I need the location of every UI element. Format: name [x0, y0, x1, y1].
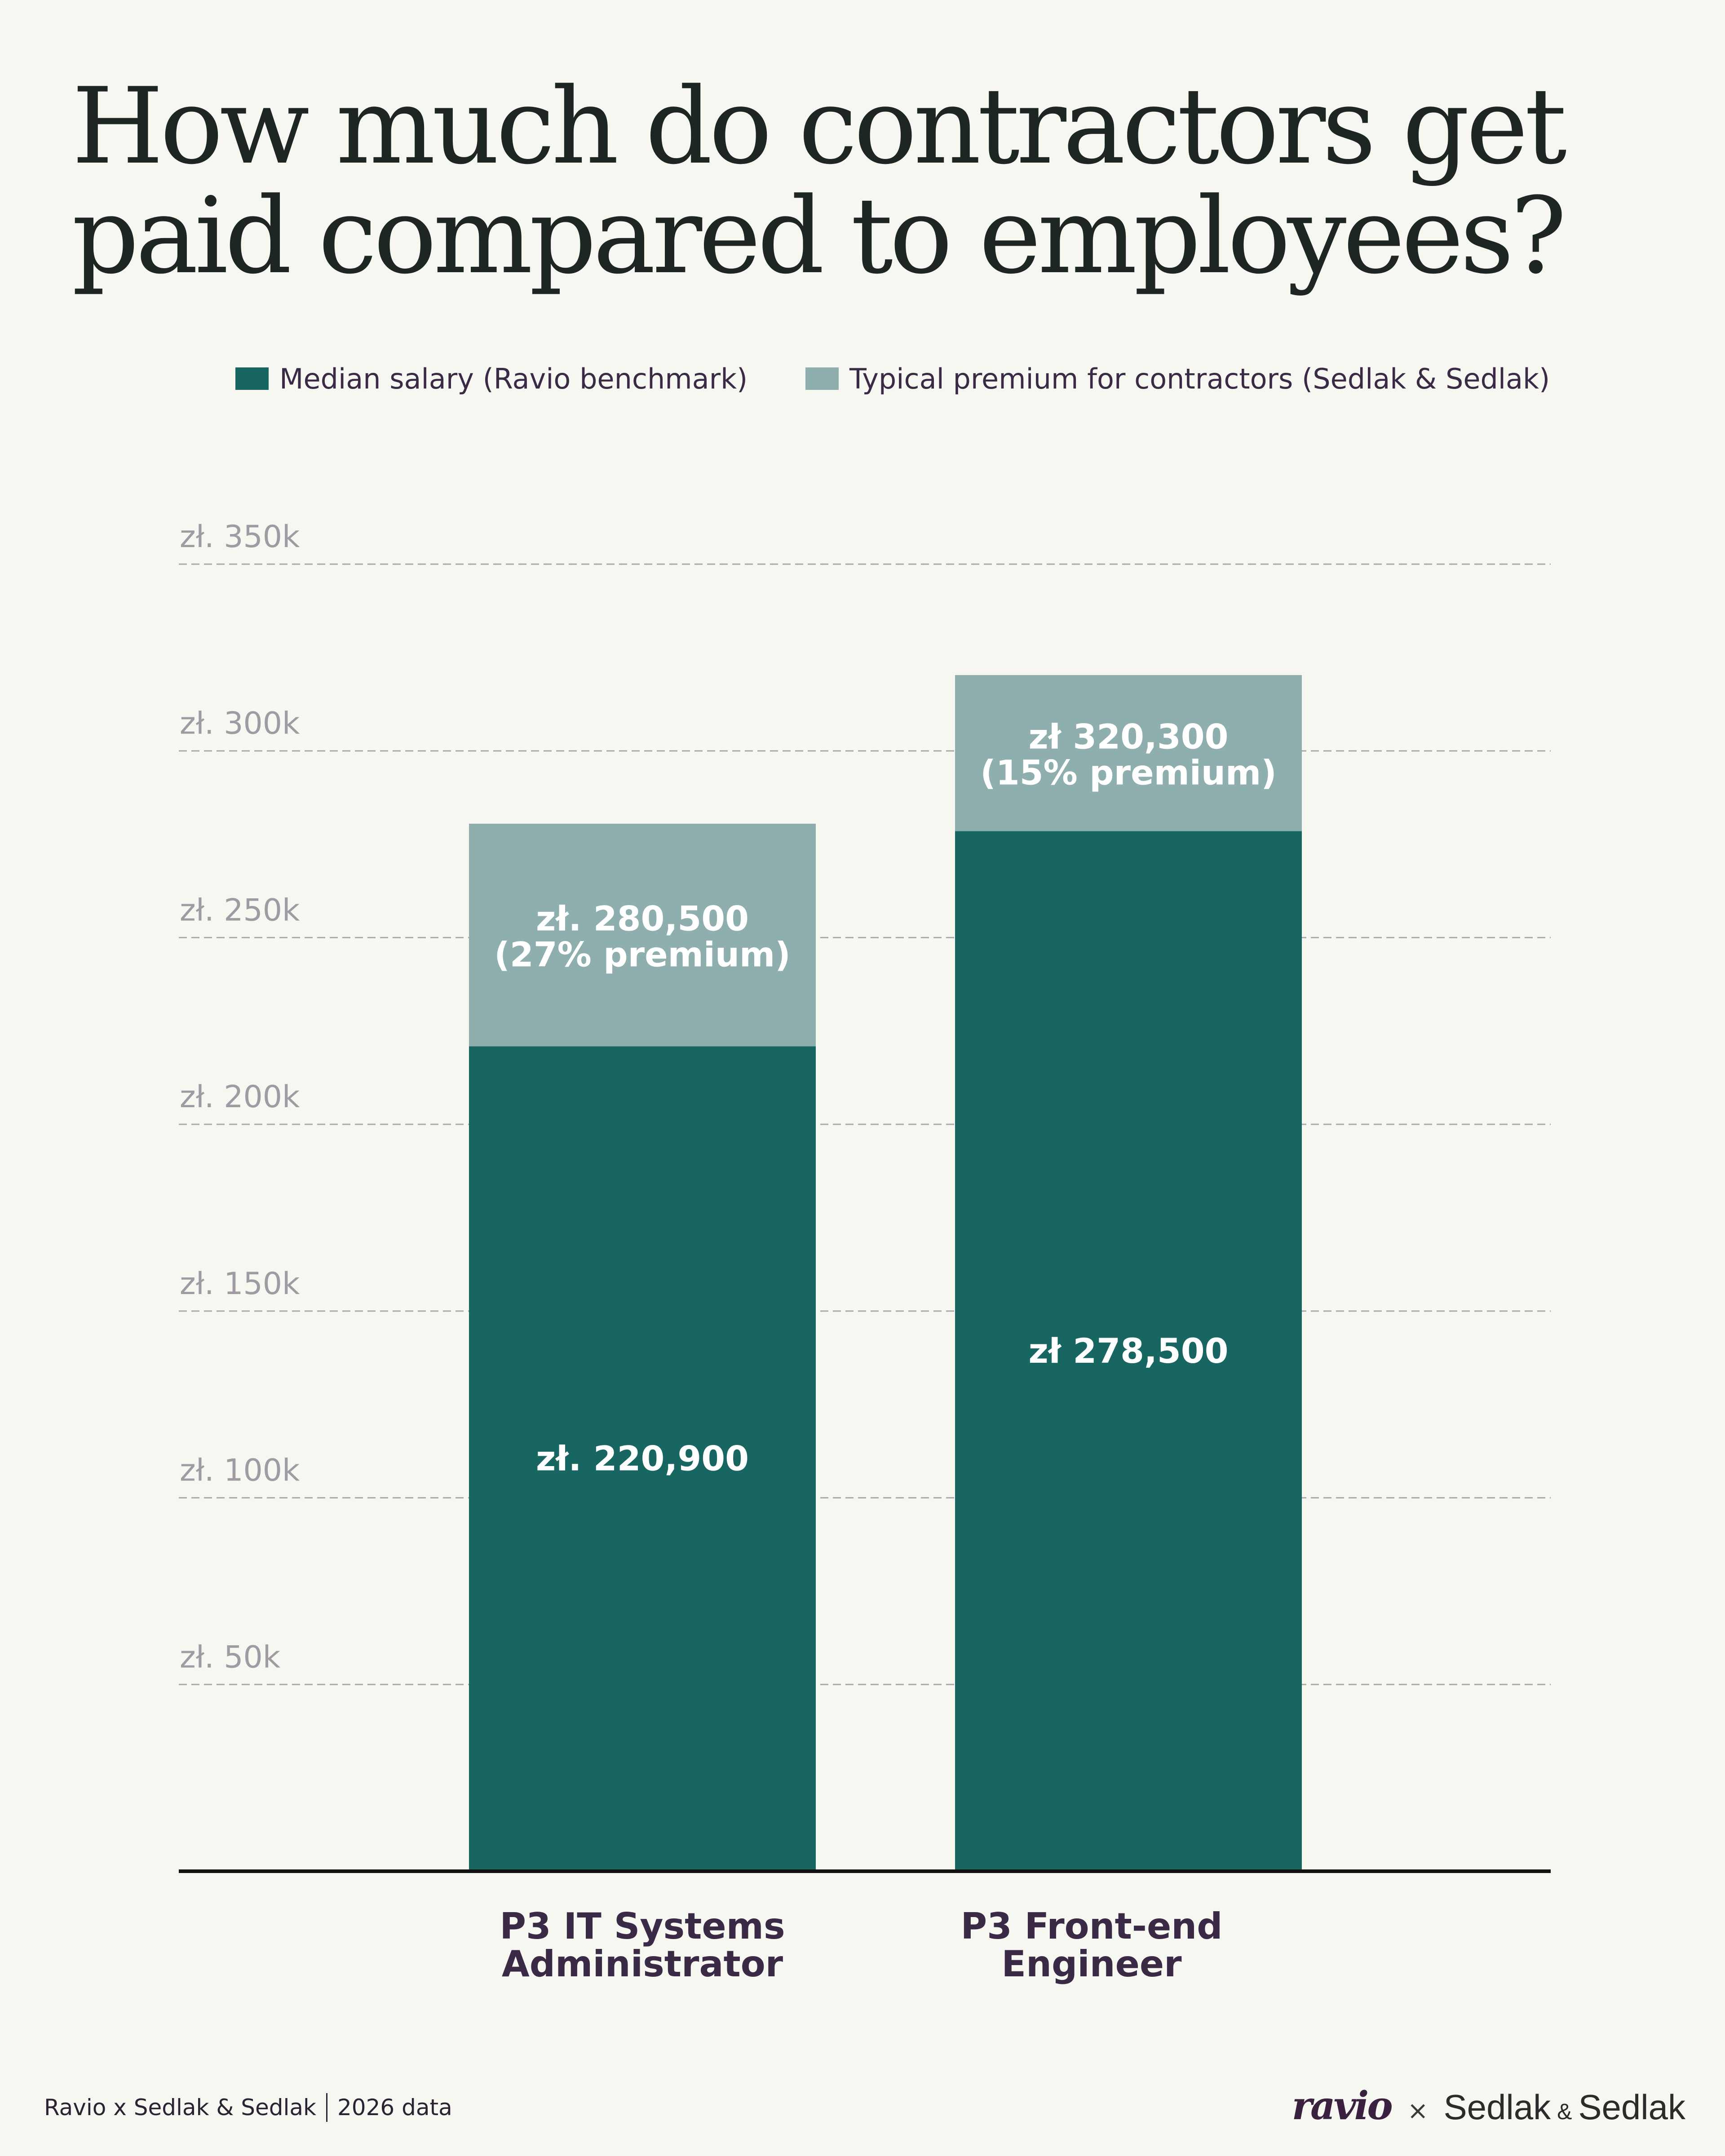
y-tick-label: zł. 200k: [180, 1079, 300, 1115]
legend-item-contractor-premium: Typical premium for contractors (Sedlak …: [805, 358, 1550, 399]
partner-logos: ravio × Sedlak & Sedlak: [1292, 2083, 1685, 2129]
data-label-median: zł. 220,900: [536, 1439, 749, 1479]
legend-swatch-premium: [805, 367, 839, 390]
y-tick-label: zł. 350k: [180, 519, 300, 555]
y-tick-label: zł. 100k: [180, 1453, 300, 1489]
data-label-premium-total: zł 320,300: [1028, 717, 1228, 757]
times-symbol: ×: [1407, 2096, 1429, 2125]
ravio-logo: ravio: [1292, 2083, 1393, 2129]
bar-median-salary: [955, 831, 1302, 1871]
bar-contractor-premium: [469, 823, 816, 1047]
bar-median-salary: [469, 1046, 816, 1871]
y-tick-label: zł. 300k: [180, 706, 300, 742]
footer-divider: [326, 2093, 327, 2122]
data-label-median: zł 278,500: [1028, 1331, 1228, 1371]
legend-swatch-median: [235, 367, 269, 390]
sedlak-logo-word-2: Sedlak: [1578, 2087, 1686, 2127]
legend-label-premium: Typical premium for contractors (Sedlak …: [849, 362, 1550, 395]
data-label-premium-percent: (27% premium): [494, 935, 791, 975]
footer-year-note: 2026 data: [337, 2094, 452, 2121]
x-category-label: Administrator: [502, 1943, 783, 1985]
y-tick-label: zł. 250k: [180, 892, 300, 928]
chart-title: How much do contractors get paid compare…: [72, 66, 1567, 297]
footer-credit: Ravio x Sedlak & Sedlak 2026 data: [44, 2093, 452, 2122]
legend-item-median-salary: Median salary (Ravio benchmark): [235, 358, 748, 399]
y-tick-label: zł. 150k: [180, 1266, 300, 1302]
sedlak-logo-amp: &: [1557, 2099, 1572, 2124]
y-tick-label: zł. 50k: [180, 1639, 281, 1675]
x-category-label: P3 IT Systems: [500, 1905, 785, 1947]
stacked-bar-chart: zł. 50k zł. 100k zł. 150k zł. 200k zł. 250k z…: [179, 519, 1551, 1985]
data-label-premium-percent: (15% premium): [980, 753, 1277, 793]
sedlak-logo-word-1: Sedlak: [1443, 2087, 1551, 2127]
legend-label-median: Median salary (Ravio benchmark): [279, 362, 748, 395]
data-label-premium-total: zł. 280,500: [536, 899, 749, 939]
footer-source: Ravio x Sedlak & Sedlak: [44, 2094, 316, 2121]
x-category-label: Engineer: [1001, 1943, 1182, 1985]
x-category-label: P3 Front-end: [961, 1905, 1223, 1947]
legend: Median salary (Ravio benchmark) Typical …: [0, 358, 1725, 399]
bar-contractor-premium: [955, 675, 1302, 831]
sedlak-logo: Sedlak & Sedlak: [1444, 2087, 1685, 2128]
